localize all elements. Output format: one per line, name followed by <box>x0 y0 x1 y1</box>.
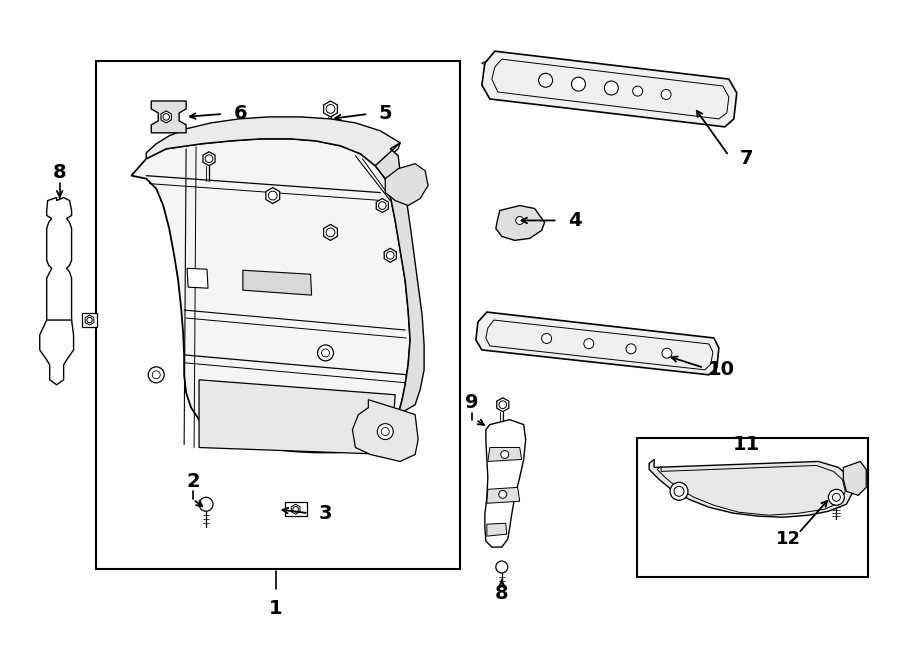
Circle shape <box>572 77 585 91</box>
Circle shape <box>86 317 93 323</box>
Text: 4: 4 <box>568 211 581 230</box>
Circle shape <box>163 114 169 120</box>
Polygon shape <box>324 224 338 240</box>
Bar <box>96 61 460 569</box>
Polygon shape <box>324 101 338 117</box>
Polygon shape <box>243 270 311 295</box>
Circle shape <box>326 228 335 237</box>
Polygon shape <box>488 448 522 461</box>
Text: 9: 9 <box>465 393 479 412</box>
Text: 7: 7 <box>740 149 753 168</box>
Polygon shape <box>843 461 866 495</box>
Polygon shape <box>199 380 395 455</box>
Polygon shape <box>485 420 526 547</box>
Circle shape <box>377 424 393 440</box>
Text: 10: 10 <box>707 360 734 379</box>
Polygon shape <box>187 268 208 288</box>
Circle shape <box>199 497 213 511</box>
Polygon shape <box>47 197 72 340</box>
Circle shape <box>662 89 671 99</box>
Polygon shape <box>266 187 280 203</box>
Circle shape <box>292 506 299 512</box>
Circle shape <box>499 491 507 498</box>
Circle shape <box>675 487 683 496</box>
Circle shape <box>386 252 394 259</box>
Circle shape <box>604 81 618 95</box>
Circle shape <box>379 202 386 209</box>
Bar <box>284 502 307 516</box>
Polygon shape <box>385 164 428 205</box>
Text: 5: 5 <box>379 105 392 123</box>
Text: 6: 6 <box>234 105 248 123</box>
Polygon shape <box>375 143 424 414</box>
Circle shape <box>382 428 390 436</box>
Circle shape <box>152 371 160 379</box>
Circle shape <box>626 344 636 354</box>
Circle shape <box>542 334 552 344</box>
Polygon shape <box>487 487 519 503</box>
Circle shape <box>500 451 508 459</box>
Circle shape <box>674 487 684 496</box>
Circle shape <box>499 401 507 408</box>
Circle shape <box>633 86 643 96</box>
Text: 1: 1 <box>269 599 283 618</box>
Polygon shape <box>476 312 719 375</box>
Bar <box>637 438 868 577</box>
Polygon shape <box>161 111 171 123</box>
Text: 11: 11 <box>734 435 760 454</box>
Circle shape <box>326 105 335 113</box>
Text: 2: 2 <box>186 472 200 491</box>
Polygon shape <box>497 398 508 412</box>
Bar <box>82 313 97 327</box>
Circle shape <box>321 349 329 357</box>
Polygon shape <box>649 459 853 517</box>
Text: 8: 8 <box>495 585 508 603</box>
Circle shape <box>662 348 672 358</box>
Polygon shape <box>384 248 396 262</box>
Text: 8: 8 <box>53 163 67 182</box>
Polygon shape <box>487 523 507 536</box>
Circle shape <box>205 155 212 163</box>
Circle shape <box>538 73 553 87</box>
Circle shape <box>496 561 508 573</box>
Circle shape <box>832 493 841 501</box>
Polygon shape <box>151 101 186 133</box>
Polygon shape <box>147 117 400 166</box>
Circle shape <box>318 345 334 361</box>
Circle shape <box>584 339 594 349</box>
Polygon shape <box>353 400 418 461</box>
Polygon shape <box>131 139 410 453</box>
Text: 3: 3 <box>319 504 332 523</box>
Polygon shape <box>203 152 215 166</box>
Polygon shape <box>86 315 94 325</box>
Circle shape <box>828 489 844 505</box>
Polygon shape <box>40 320 74 385</box>
Text: 12: 12 <box>776 530 801 548</box>
Circle shape <box>268 191 277 200</box>
Circle shape <box>670 483 688 500</box>
Circle shape <box>516 216 524 224</box>
Polygon shape <box>496 205 544 240</box>
Polygon shape <box>292 504 300 514</box>
Circle shape <box>148 367 164 383</box>
Polygon shape <box>376 199 388 213</box>
Polygon shape <box>482 51 737 127</box>
